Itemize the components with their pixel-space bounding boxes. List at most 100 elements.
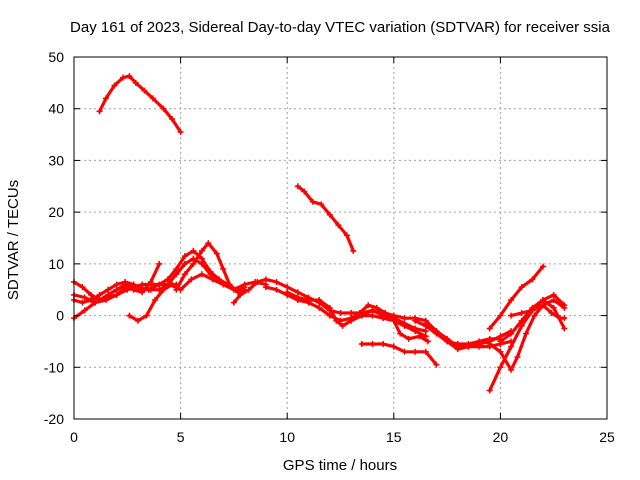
data-point bbox=[134, 284, 141, 291]
data-point bbox=[518, 317, 525, 324]
data-point bbox=[518, 322, 525, 329]
data-point bbox=[134, 317, 141, 324]
data-point bbox=[326, 312, 333, 319]
data-point bbox=[160, 105, 167, 112]
data-point bbox=[348, 315, 355, 322]
data-point bbox=[454, 346, 461, 353]
data-point bbox=[412, 328, 419, 335]
data-point bbox=[365, 302, 372, 309]
data-point bbox=[113, 286, 120, 293]
data-point bbox=[309, 198, 316, 205]
data-point bbox=[518, 284, 525, 291]
data-point bbox=[540, 263, 547, 270]
data-point bbox=[550, 304, 557, 311]
data-point bbox=[416, 333, 423, 340]
y-tick-label: -10 bbox=[44, 359, 64, 375]
data-point bbox=[132, 79, 139, 86]
data-point bbox=[241, 281, 248, 288]
series-arc-o bbox=[488, 298, 566, 393]
y-axis-label: SDTVAR / TECUs bbox=[5, 180, 22, 300]
data-point bbox=[209, 276, 216, 283]
data-point bbox=[548, 309, 555, 316]
data-point bbox=[149, 95, 156, 102]
data-point bbox=[465, 341, 472, 348]
data-point bbox=[111, 82, 118, 89]
data-point bbox=[273, 278, 280, 285]
data-point bbox=[220, 281, 227, 288]
data-point bbox=[369, 312, 376, 319]
data-point bbox=[508, 343, 515, 350]
data-point bbox=[380, 315, 387, 322]
data-point bbox=[486, 335, 493, 342]
data-point bbox=[476, 343, 483, 350]
data-point bbox=[156, 260, 163, 267]
data-point bbox=[92, 299, 99, 306]
data-point bbox=[262, 284, 269, 291]
data-point bbox=[486, 387, 493, 394]
data-point bbox=[508, 297, 515, 304]
data-point bbox=[102, 294, 109, 301]
series-layer bbox=[71, 73, 568, 394]
data-point bbox=[550, 291, 557, 298]
data-point bbox=[497, 312, 504, 319]
data-point bbox=[518, 309, 525, 316]
data-point bbox=[245, 286, 252, 293]
data-point bbox=[412, 317, 419, 324]
data-point bbox=[373, 304, 380, 311]
data-point bbox=[350, 247, 357, 254]
data-point bbox=[561, 315, 568, 322]
data-point bbox=[102, 95, 109, 102]
data-point bbox=[273, 286, 280, 293]
data-point bbox=[348, 309, 355, 316]
data-point bbox=[169, 116, 176, 123]
data-point bbox=[198, 271, 205, 278]
data-point bbox=[369, 341, 376, 348]
data-point bbox=[205, 240, 212, 247]
data-point bbox=[397, 330, 404, 337]
y-tick-label: 50 bbox=[48, 49, 64, 65]
data-point bbox=[390, 343, 397, 350]
series-arc-f bbox=[174, 241, 247, 294]
data-point bbox=[508, 366, 515, 373]
data-point bbox=[390, 312, 397, 319]
data-point bbox=[433, 361, 440, 368]
data-point bbox=[105, 286, 112, 293]
data-point bbox=[343, 232, 350, 239]
data-point bbox=[198, 255, 205, 262]
data-point bbox=[262, 276, 269, 283]
data-point bbox=[326, 211, 333, 218]
data-point bbox=[120, 74, 127, 81]
data-point bbox=[356, 309, 363, 316]
ticks: 0 5 10 15 20 25 -20 -10 0 10 20 30 40 50 bbox=[44, 49, 615, 445]
series-arc-p bbox=[488, 303, 566, 372]
data-point bbox=[508, 330, 515, 337]
data-point bbox=[401, 322, 408, 329]
data-point bbox=[401, 348, 408, 355]
data-point bbox=[173, 286, 180, 293]
data-point bbox=[126, 312, 133, 319]
data-point bbox=[486, 325, 493, 332]
data-point bbox=[177, 128, 184, 135]
y-tick-label: 10 bbox=[48, 256, 64, 272]
data-point bbox=[254, 278, 261, 285]
data-point bbox=[335, 222, 342, 229]
data-point bbox=[198, 247, 205, 254]
data-point bbox=[237, 291, 244, 298]
data-point bbox=[190, 247, 197, 254]
data-point bbox=[88, 291, 95, 298]
y-tick-label: -20 bbox=[44, 411, 64, 427]
data-point bbox=[181, 260, 188, 267]
data-point bbox=[337, 309, 344, 316]
data-point bbox=[412, 348, 419, 355]
data-point bbox=[141, 87, 148, 94]
data-point bbox=[113, 291, 120, 298]
data-point bbox=[79, 299, 86, 306]
data-point bbox=[561, 325, 568, 332]
data-point bbox=[207, 271, 214, 278]
data-point bbox=[476, 338, 483, 345]
data-point bbox=[190, 260, 197, 267]
series-arc-top bbox=[98, 74, 183, 134]
series-arc-l bbox=[413, 319, 513, 351]
